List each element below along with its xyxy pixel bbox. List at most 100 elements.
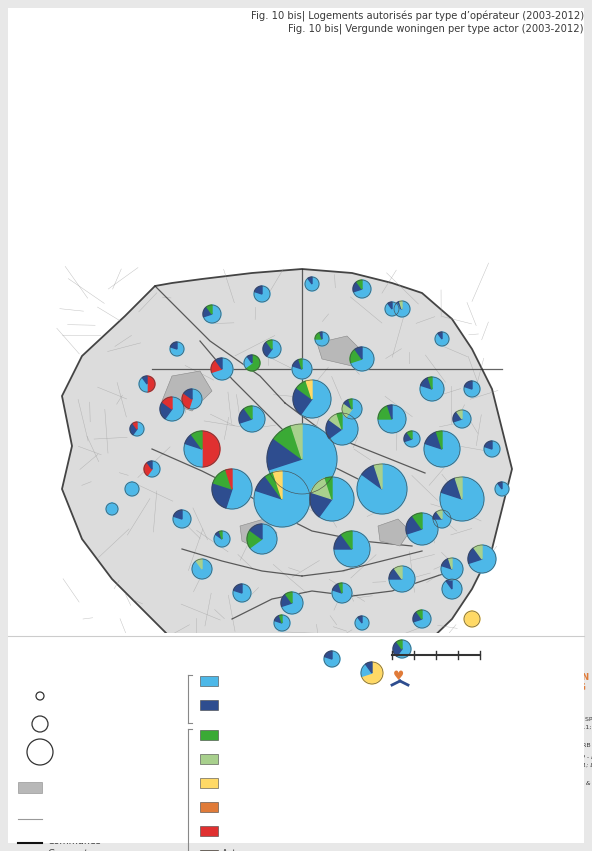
Text: Particulier: Particulier	[222, 699, 266, 707]
Text: ♥: ♥	[392, 670, 404, 683]
Polygon shape	[62, 269, 512, 678]
Text: 4 km: 4 km	[486, 639, 507, 648]
Polygon shape	[389, 568, 402, 579]
Polygon shape	[325, 477, 332, 499]
Polygon shape	[246, 355, 260, 371]
Text: Gemiddeld jaarlijks aantal woningen
per statistische sector: Gemiddeld jaarlijks aantal woningen per …	[18, 659, 176, 680]
Polygon shape	[332, 583, 352, 603]
Polygon shape	[305, 277, 319, 291]
Polygon shape	[358, 616, 362, 623]
Polygon shape	[266, 472, 282, 499]
Polygon shape	[162, 371, 212, 411]
Text: citydev et partenaire(s): citydev et partenaire(s)	[222, 728, 325, 738]
Polygon shape	[342, 531, 352, 549]
Polygon shape	[357, 464, 407, 514]
Text: BRUXELLES DÉVELOPPEMENT URBAIN: BRUXELLES DÉVELOPPEMENT URBAIN	[412, 673, 589, 682]
Polygon shape	[317, 336, 362, 366]
Polygon shape	[407, 431, 412, 439]
Polygon shape	[442, 579, 462, 599]
Polygon shape	[329, 414, 342, 429]
Text: Woningfonds: Woningfonds	[222, 809, 275, 819]
Polygon shape	[495, 482, 509, 496]
Polygon shape	[244, 406, 252, 419]
Polygon shape	[438, 332, 442, 339]
Polygon shape	[365, 662, 372, 673]
Polygon shape	[233, 584, 251, 602]
Polygon shape	[213, 470, 232, 489]
Text: 10: 10	[58, 691, 70, 701]
Polygon shape	[342, 403, 352, 417]
Polygon shape	[469, 545, 496, 573]
Polygon shape	[337, 413, 342, 429]
Polygon shape	[394, 566, 402, 579]
Polygon shape	[474, 545, 482, 559]
Polygon shape	[254, 471, 310, 527]
Polygon shape	[244, 357, 252, 368]
Text: Bénéficiaire du permis: Bénéficiaire du permis	[184, 642, 324, 655]
Polygon shape	[389, 566, 415, 592]
Polygon shape	[437, 510, 442, 519]
Polygon shape	[274, 615, 290, 631]
Text: citydev en partner(s): citydev en partner(s)	[222, 738, 306, 746]
Polygon shape	[142, 376, 147, 384]
Polygon shape	[170, 342, 184, 356]
Text: Gemeentes: Gemeentes	[48, 849, 98, 851]
Polygon shape	[440, 477, 484, 521]
Polygon shape	[324, 651, 332, 659]
Polygon shape	[334, 534, 352, 549]
Polygon shape	[428, 377, 432, 389]
Polygon shape	[196, 559, 202, 569]
Bar	[200, 778, 218, 788]
Polygon shape	[378, 405, 406, 433]
Polygon shape	[267, 340, 281, 358]
Polygon shape	[319, 477, 354, 521]
Polygon shape	[184, 443, 202, 467]
Polygon shape	[407, 513, 438, 545]
Polygon shape	[315, 333, 322, 339]
Polygon shape	[292, 359, 312, 379]
Polygon shape	[464, 381, 472, 389]
Polygon shape	[397, 640, 402, 649]
Polygon shape	[291, 424, 302, 459]
Polygon shape	[282, 592, 303, 614]
Polygon shape	[361, 664, 372, 677]
Polygon shape	[446, 579, 452, 589]
Polygon shape	[455, 477, 462, 499]
Polygon shape	[215, 531, 222, 539]
Polygon shape	[299, 359, 302, 369]
Text: privé - privaat: privé - privaat	[176, 674, 184, 723]
Polygon shape	[162, 397, 172, 409]
Polygon shape	[355, 616, 369, 630]
Polygon shape	[420, 377, 444, 401]
Polygon shape	[498, 482, 502, 489]
Polygon shape	[353, 280, 371, 298]
Polygon shape	[147, 461, 160, 477]
Text: sur base de classification A. Romainville (ULB) pour 2003-2011; DEP pour 2012: sur base de classification A. Romainvill…	[392, 726, 592, 730]
Polygon shape	[293, 388, 312, 414]
Polygon shape	[125, 482, 139, 496]
Polygon shape	[182, 393, 192, 408]
Polygon shape	[484, 441, 500, 457]
Polygon shape	[247, 530, 262, 548]
Polygon shape	[388, 302, 392, 309]
Text: Privébedrijf: Privébedrijf	[222, 683, 268, 693]
Polygon shape	[192, 559, 212, 579]
Polygon shape	[147, 461, 152, 469]
Polygon shape	[394, 301, 410, 317]
Polygon shape	[250, 524, 277, 554]
Polygon shape	[269, 424, 337, 494]
Polygon shape	[349, 399, 352, 409]
Polygon shape	[211, 358, 233, 380]
Text: Secteurs statistiques: Secteurs statistiques	[48, 813, 148, 821]
Polygon shape	[226, 469, 252, 509]
Text: Particulier: Particulier	[222, 707, 262, 717]
Bar	[200, 754, 218, 764]
Polygon shape	[207, 305, 212, 314]
Polygon shape	[133, 422, 144, 436]
Polygon shape	[133, 422, 137, 429]
Polygon shape	[263, 342, 272, 357]
Polygon shape	[324, 651, 340, 667]
Text: Source : DU - BDU - SPRB et divers: Source : DU - BDU - SPRB et divers	[392, 734, 501, 739]
Polygon shape	[106, 503, 118, 515]
Polygon shape	[285, 592, 292, 603]
